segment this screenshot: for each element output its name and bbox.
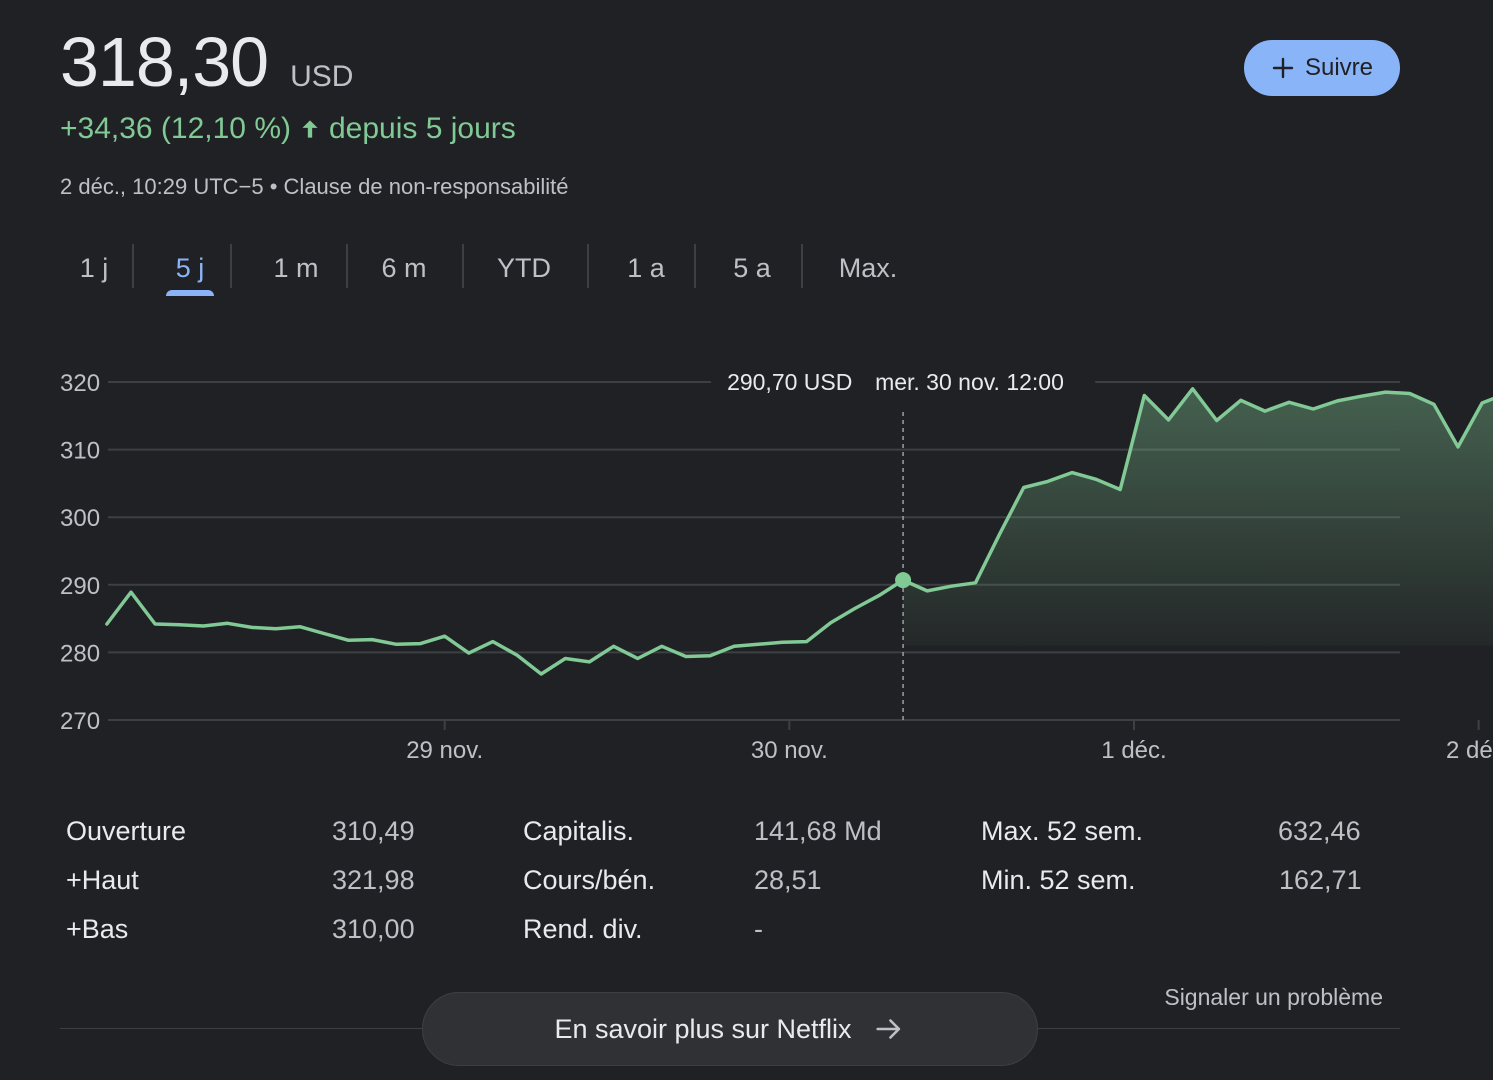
tooltip-time: mer. 30 nov. 12:00 bbox=[875, 369, 1064, 395]
change-period: depuis 5 jours bbox=[329, 112, 516, 145]
tooltip-price: 290,70 USD bbox=[727, 369, 852, 395]
tab-ytd[interactable]: YTD bbox=[476, 240, 572, 296]
stat-label-open: Ouverture bbox=[66, 816, 187, 846]
x-tick-label: 1 déc. bbox=[1101, 737, 1166, 764]
timestamp-row: 2 déc., 10:29 UTC−5 • Clause de non-resp… bbox=[60, 174, 569, 200]
tab-label: 1 m bbox=[273, 252, 319, 283]
arrow-right-icon bbox=[875, 1019, 900, 1039]
tab-label: YTD bbox=[497, 252, 551, 283]
tab-label: 5 a bbox=[733, 252, 771, 283]
tab-6-months[interactable]: 6 m bbox=[360, 240, 448, 296]
tab-divider bbox=[230, 244, 232, 288]
tab-5-days[interactable]: 5 j bbox=[146, 240, 234, 296]
tab-1-year[interactable]: 1 a bbox=[606, 240, 686, 296]
y-tick-label: 300 bbox=[60, 505, 100, 532]
tab-divider bbox=[587, 244, 589, 288]
x-tick-label: 30 nov. bbox=[751, 737, 828, 764]
stat-label-52w-high: Max. 52 sem. bbox=[981, 816, 1144, 846]
currency-label: USD bbox=[290, 60, 354, 93]
tab-divider bbox=[346, 244, 348, 288]
stat-value-high: 321,98 bbox=[332, 865, 415, 895]
price-change: +34,36 (12,10 %) depuis 5 jours bbox=[60, 112, 516, 146]
tab-divider bbox=[801, 244, 803, 288]
y-tick-label: 320 bbox=[60, 370, 100, 397]
stat-value-52w-low: 162,71 bbox=[1279, 865, 1362, 895]
active-tab-indicator bbox=[166, 290, 214, 296]
tab-divider bbox=[694, 244, 696, 288]
stat-label-dividend-yield: Rend. div. bbox=[523, 914, 643, 944]
stat-label-pe-ratio: Cours/bén. bbox=[523, 865, 656, 895]
price-header: 318,30 USD bbox=[60, 22, 353, 102]
follow-button[interactable]: Suivre bbox=[1244, 40, 1400, 96]
stat-value-open: 310,49 bbox=[332, 816, 415, 846]
timestamp: 2 déc., 10:29 UTC−5 • bbox=[60, 174, 284, 199]
learn-more-button[interactable]: En savoir plus sur Netflix bbox=[422, 992, 1038, 1066]
price-chart[interactable]: 320 310 300 290 280 270 29 nov. 30 nov. 1 déc. 2 … bbox=[0, 330, 1493, 780]
tab-label: 6 m bbox=[381, 252, 427, 283]
learn-more-label: En savoir plus sur Netflix bbox=[554, 1013, 852, 1044]
tab-1-month[interactable]: 1 m bbox=[246, 240, 346, 296]
tab-5-years[interactable]: 5 a bbox=[712, 240, 792, 296]
current-price: 318,30 bbox=[60, 23, 269, 101]
follow-label: Suivre bbox=[1304, 54, 1374, 81]
plus-icon bbox=[1272, 57, 1294, 79]
tab-label: Max. bbox=[838, 252, 898, 283]
tab-label: 5 j bbox=[175, 252, 205, 283]
y-tick-label: 270 bbox=[60, 708, 100, 735]
tab-1-day[interactable]: 1 j bbox=[60, 240, 128, 296]
stat-label-high: +Haut bbox=[66, 865, 139, 895]
tooltip-box bbox=[711, 354, 1096, 412]
tab-divider bbox=[462, 244, 464, 288]
x-tick-label: 2 déc. bbox=[1446, 737, 1493, 764]
stat-value-52w-high: 632,46 bbox=[1278, 816, 1361, 846]
tab-label: 1 j bbox=[79, 252, 109, 283]
stat-label-52w-low: Min. 52 sem. bbox=[981, 865, 1136, 895]
x-tick-label: 29 nov. bbox=[406, 737, 483, 764]
tab-label: 1 a bbox=[627, 252, 665, 283]
price-line bbox=[105, 387, 1493, 676]
stat-value-market-cap: 141,68 Md bbox=[754, 816, 882, 846]
hover-point bbox=[895, 572, 912, 589]
stat-label-market-cap: Capitalis. bbox=[523, 816, 635, 846]
stat-value-dividend-yield: - bbox=[754, 914, 763, 944]
tab-max[interactable]: Max. bbox=[822, 240, 914, 296]
y-tick-label: 290 bbox=[60, 573, 100, 600]
y-tick-label: 310 bbox=[60, 438, 100, 465]
stat-value-low: 310,00 bbox=[332, 914, 415, 944]
stat-value-pe-ratio: 28,51 bbox=[754, 865, 822, 895]
stat-label-low: +Bas bbox=[66, 914, 129, 944]
arrow-up-icon bbox=[297, 116, 323, 142]
tab-divider bbox=[132, 244, 134, 288]
stats-table: Ouverture 310,49 +Haut 321,98 +Bas 310,0… bbox=[66, 808, 1396, 958]
y-tick-label: 280 bbox=[60, 640, 100, 667]
report-problem-link[interactable]: Signaler un problème bbox=[1164, 984, 1383, 1010]
area-fill bbox=[903, 388, 1493, 646]
disclaimer-link[interactable]: Clause de non-responsabilité bbox=[283, 174, 569, 199]
change-value: +34,36 (12,10 %) bbox=[60, 112, 291, 145]
